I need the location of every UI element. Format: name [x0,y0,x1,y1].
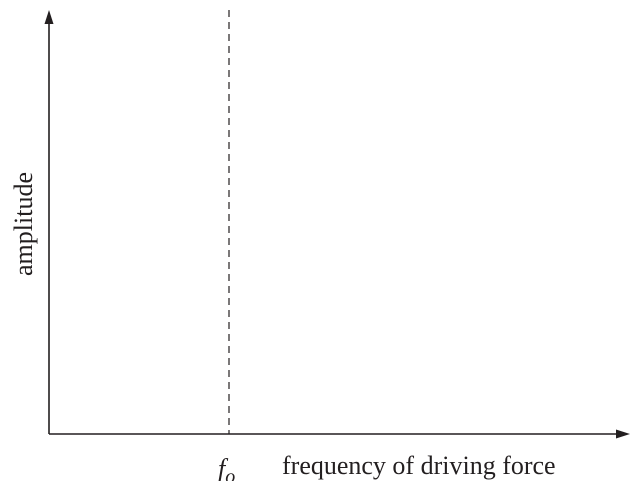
y-axis-arrowhead [44,10,54,24]
natural-frequency-subscript: o [225,466,235,481]
natural-frequency-symbol: f [218,454,229,481]
natural-frequency-label: fo [218,454,235,481]
x-axis-arrowhead [616,429,630,439]
x-axis-label: frequency of driving force [282,451,556,480]
y-axis-label: amplitude [9,172,38,276]
